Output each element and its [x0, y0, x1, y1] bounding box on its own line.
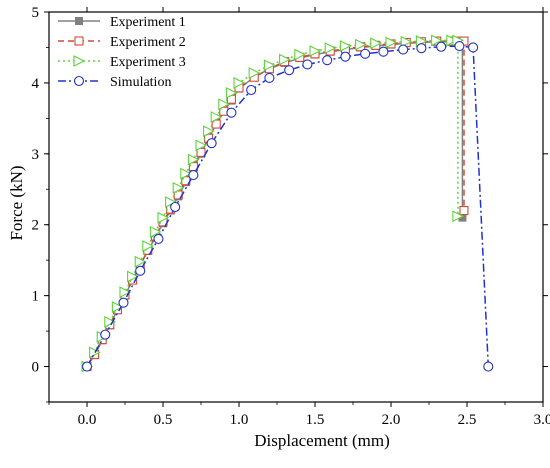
data-point: [323, 56, 332, 65]
y-tick-label: 4: [32, 76, 40, 92]
legend-label: Experiment 2: [110, 35, 186, 50]
data-point: [101, 330, 110, 339]
data-point: [227, 108, 236, 117]
data-point: [361, 49, 370, 58]
x-tick-label: 2.5: [458, 412, 477, 428]
data-point: [265, 73, 274, 82]
data-point: [484, 362, 493, 371]
legend: Experiment 1 Experiment 2 Experiment 3 Simu…: [58, 15, 186, 90]
data-point: [285, 66, 294, 75]
x-tick-label: 1.5: [306, 412, 325, 428]
data-point: [136, 266, 145, 275]
x-axis-title: Displacement (mm): [254, 431, 390, 450]
y-tick-label: 0: [32, 360, 40, 376]
legend-item: Simulation: [58, 75, 171, 90]
series-4: [83, 42, 493, 372]
data-point: [417, 44, 426, 53]
y-axis-title: Force (kN): [7, 165, 26, 240]
legend-swatch-marker: [74, 56, 84, 66]
legend-item: Experiment 2: [58, 35, 186, 50]
data-point: [154, 234, 163, 243]
y-tick-label: 2: [32, 218, 40, 234]
x-tick-label: 1.0: [230, 412, 249, 428]
legend-swatch-marker: [75, 77, 84, 86]
x-tick-label: 0.5: [154, 412, 173, 428]
x-tick-label: 3.0: [534, 412, 550, 428]
legend-label: Experiment 3: [110, 55, 186, 70]
x-tick-label: 0.0: [78, 412, 97, 428]
legend-swatch-marker: [76, 18, 83, 25]
legend-item: Experiment 3: [58, 55, 186, 70]
data-point: [247, 86, 256, 95]
y-tick-label: 1: [32, 289, 40, 305]
legend-swatch-marker: [75, 37, 83, 45]
data-point: [119, 298, 128, 307]
data-point: [207, 139, 216, 148]
legend-label: Experiment 1: [110, 15, 186, 30]
legend-item: Experiment 1: [58, 15, 186, 30]
x-tick-label: 2.0: [382, 412, 401, 428]
data-point: [303, 60, 312, 69]
legend-label: Simulation: [110, 75, 171, 90]
plot-frame: [49, 12, 543, 402]
data-point: [399, 45, 408, 54]
data-point: [189, 171, 198, 180]
data-point: [171, 203, 180, 212]
data-point: [83, 362, 92, 371]
series-line: [87, 46, 488, 367]
data-point: [455, 42, 464, 51]
y-tick-label: 5: [32, 5, 40, 21]
data-point: [469, 43, 478, 52]
data-point: [460, 207, 468, 215]
y-tick-label: 3: [32, 147, 40, 163]
data-point: [437, 42, 446, 51]
data-point: [341, 52, 350, 61]
data-point: [379, 47, 388, 56]
